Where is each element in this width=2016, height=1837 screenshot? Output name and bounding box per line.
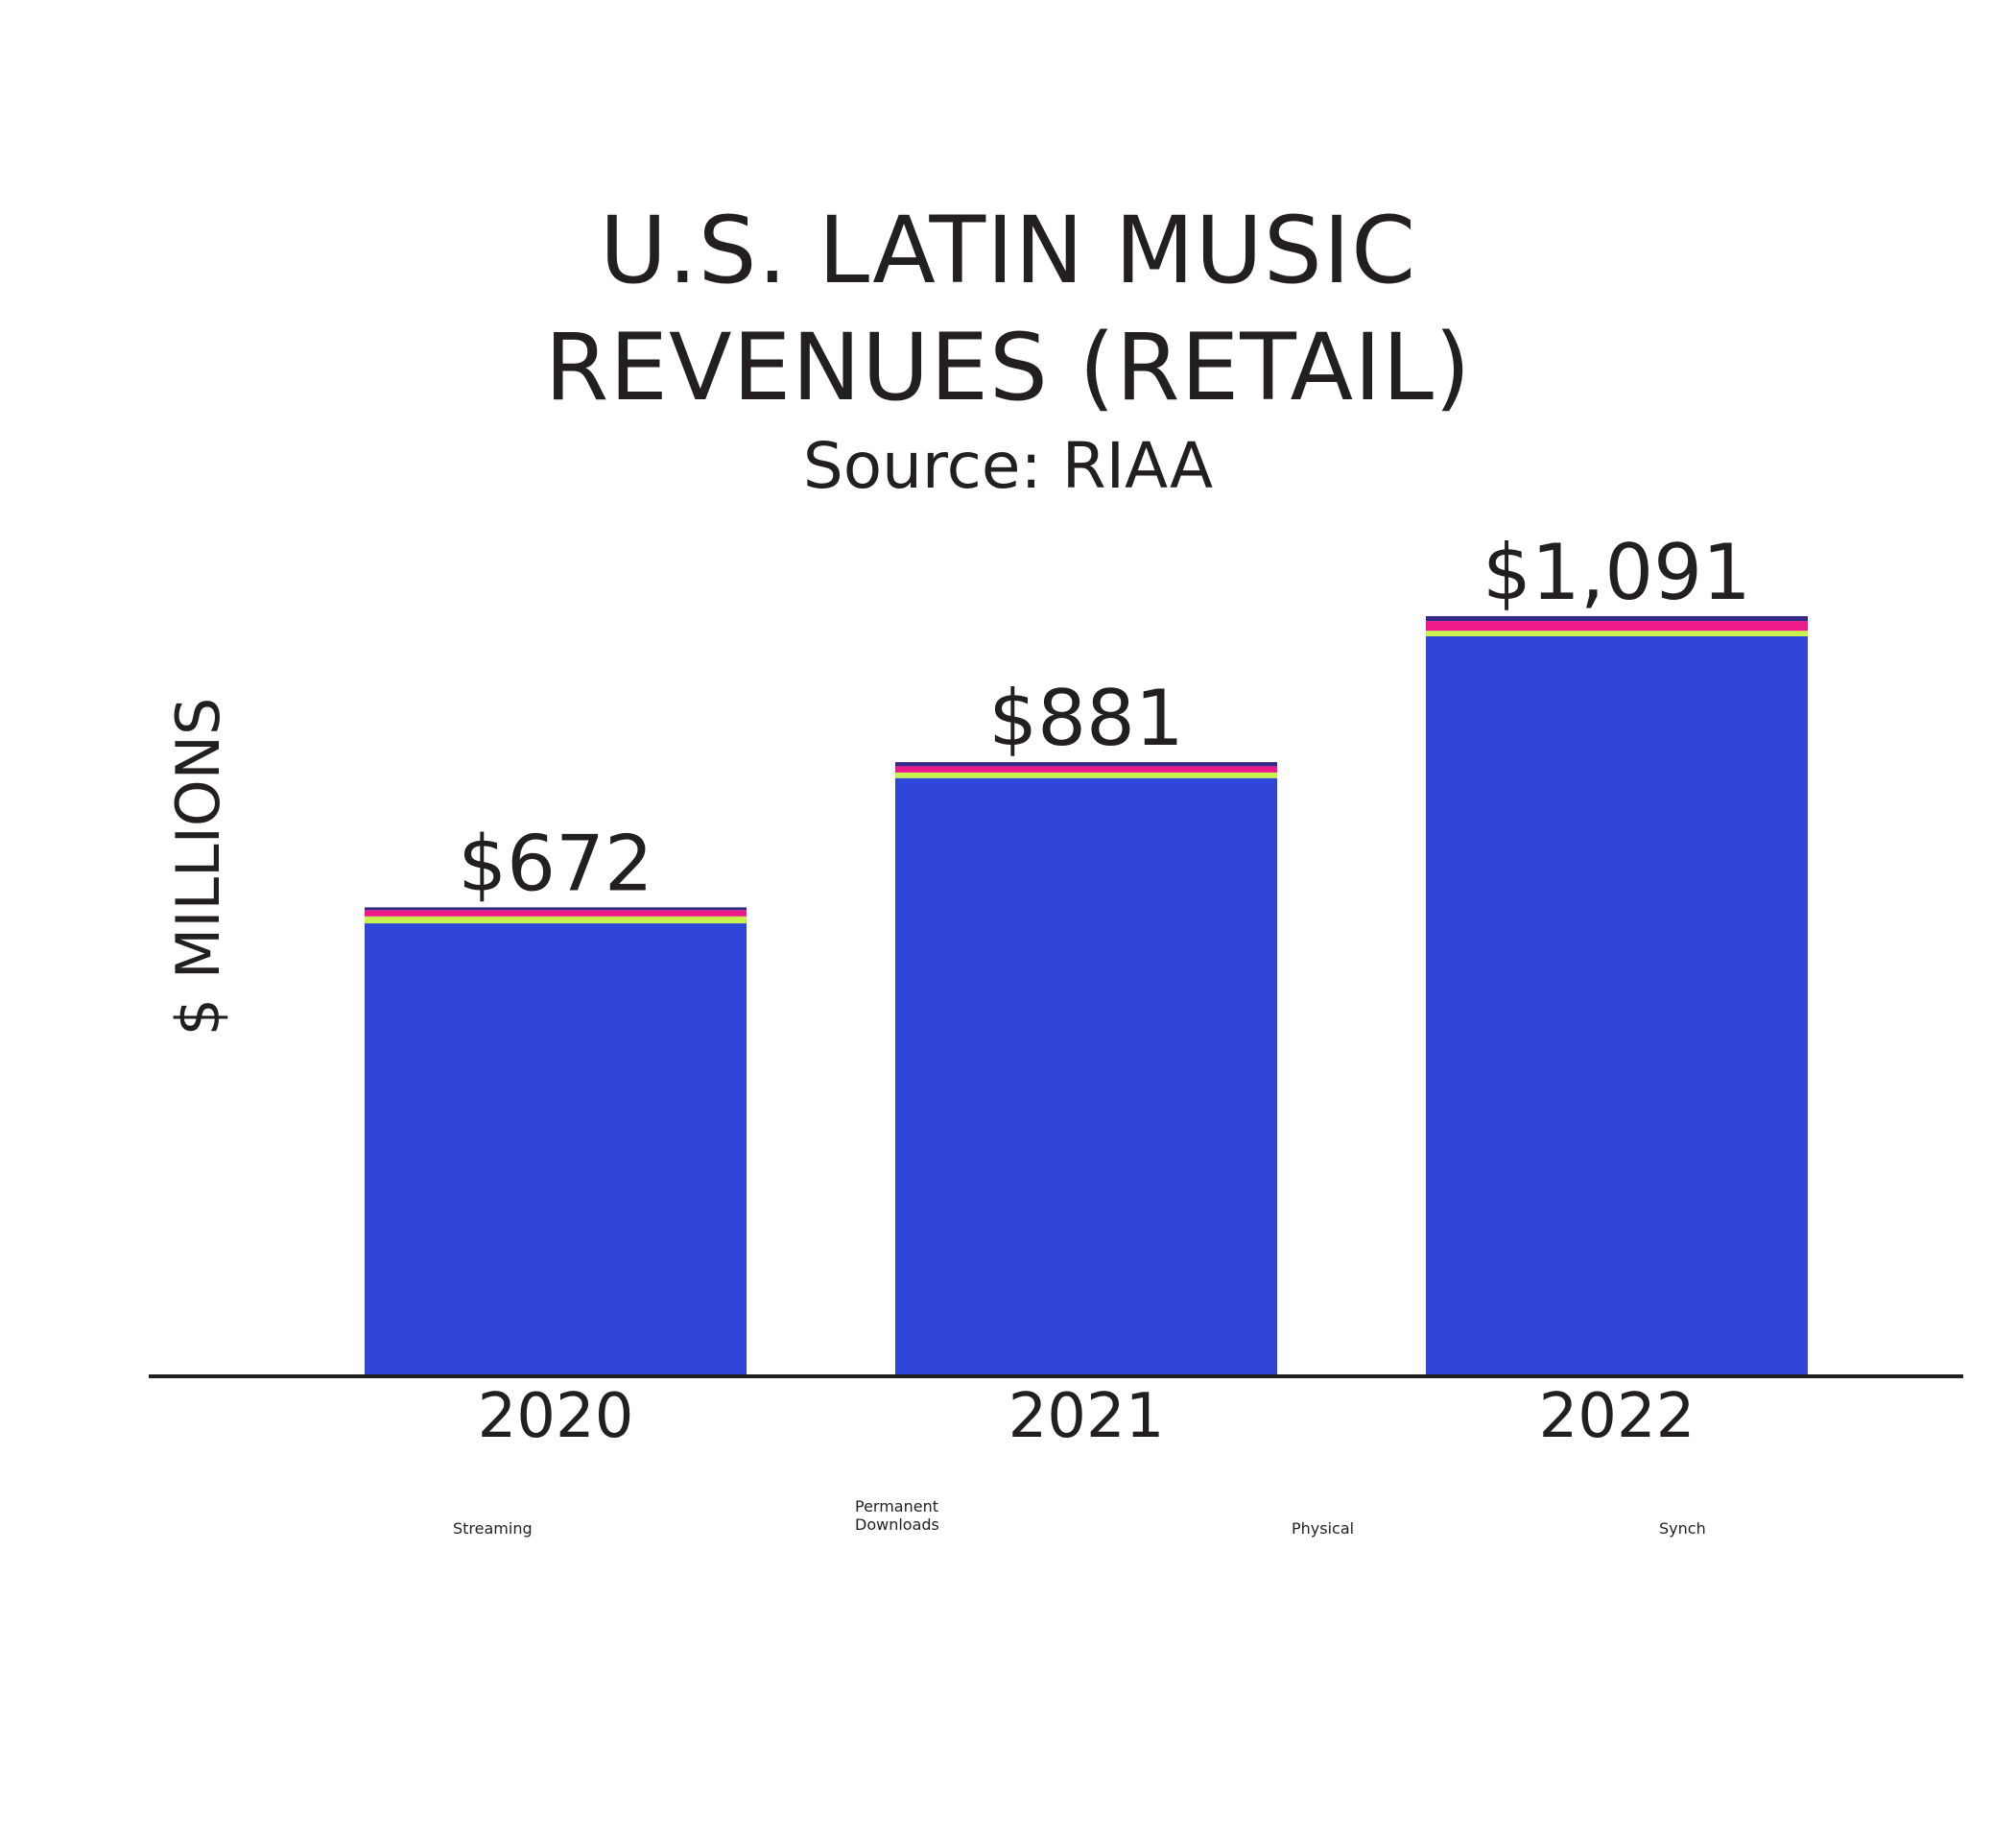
total-label-2022: $1,091 [1482,528,1751,617]
bars-group [365,616,1808,1374]
bar-2020-permanent-downloads [365,916,747,924]
legend-label-line: Permanent [855,1497,939,1515]
legend-label-line: Downloads [855,1515,939,1534]
bar-2020-streaming [365,923,747,1374]
bar-2021-permanent-downloads [895,772,1277,778]
legend-label-streaming: Streaming [453,1519,533,1606]
total-label-2020: $672 [458,819,653,908]
x-tick-label-2020: 2020 [478,1381,634,1452]
legend-label-line: Synch [1659,1519,1706,1538]
bar-2022-streaming [1426,635,1808,1374]
chart-title: U.S. LATIN MUSIC REVENUES (RETAIL) [0,192,2016,426]
x-tick-label-2021: 2021 [1008,1381,1165,1452]
legend-label-line: Streaming [453,1519,533,1538]
bar-2022-physical [1426,621,1808,632]
y-axis-label: $ MILLIONS [163,698,233,1037]
bar-2020-synch [365,907,747,911]
bar-2021-streaming [895,777,1277,1374]
legend-label-permanent-downloads: Permanent Downloads [855,1497,939,1584]
bar-2021-synch [895,762,1277,767]
bar-2021-physical [895,766,1277,773]
labels-group: $672 2020 $881 2021 $1,091 2022 [458,528,1751,1452]
chart-title-line-2: REVENUES (RETAIL) [544,314,1472,421]
total-label-2021: $881 [988,674,1184,763]
bar-2020-physical [365,910,747,917]
chart-subtitle: Source: RIAA [802,429,1214,503]
bar-2022-permanent-downloads [1426,631,1808,636]
bar-2022-synch [1426,616,1808,622]
chart-title-line-1: U.S. LATIN MUSIC [599,197,1417,304]
legend-label-line: Physical [1292,1519,1355,1538]
x-tick-label-2022: 2022 [1539,1381,1696,1452]
legend-label-physical: Physical [1292,1519,1354,1606]
legend-label-synch: Synch [1659,1519,1706,1606]
